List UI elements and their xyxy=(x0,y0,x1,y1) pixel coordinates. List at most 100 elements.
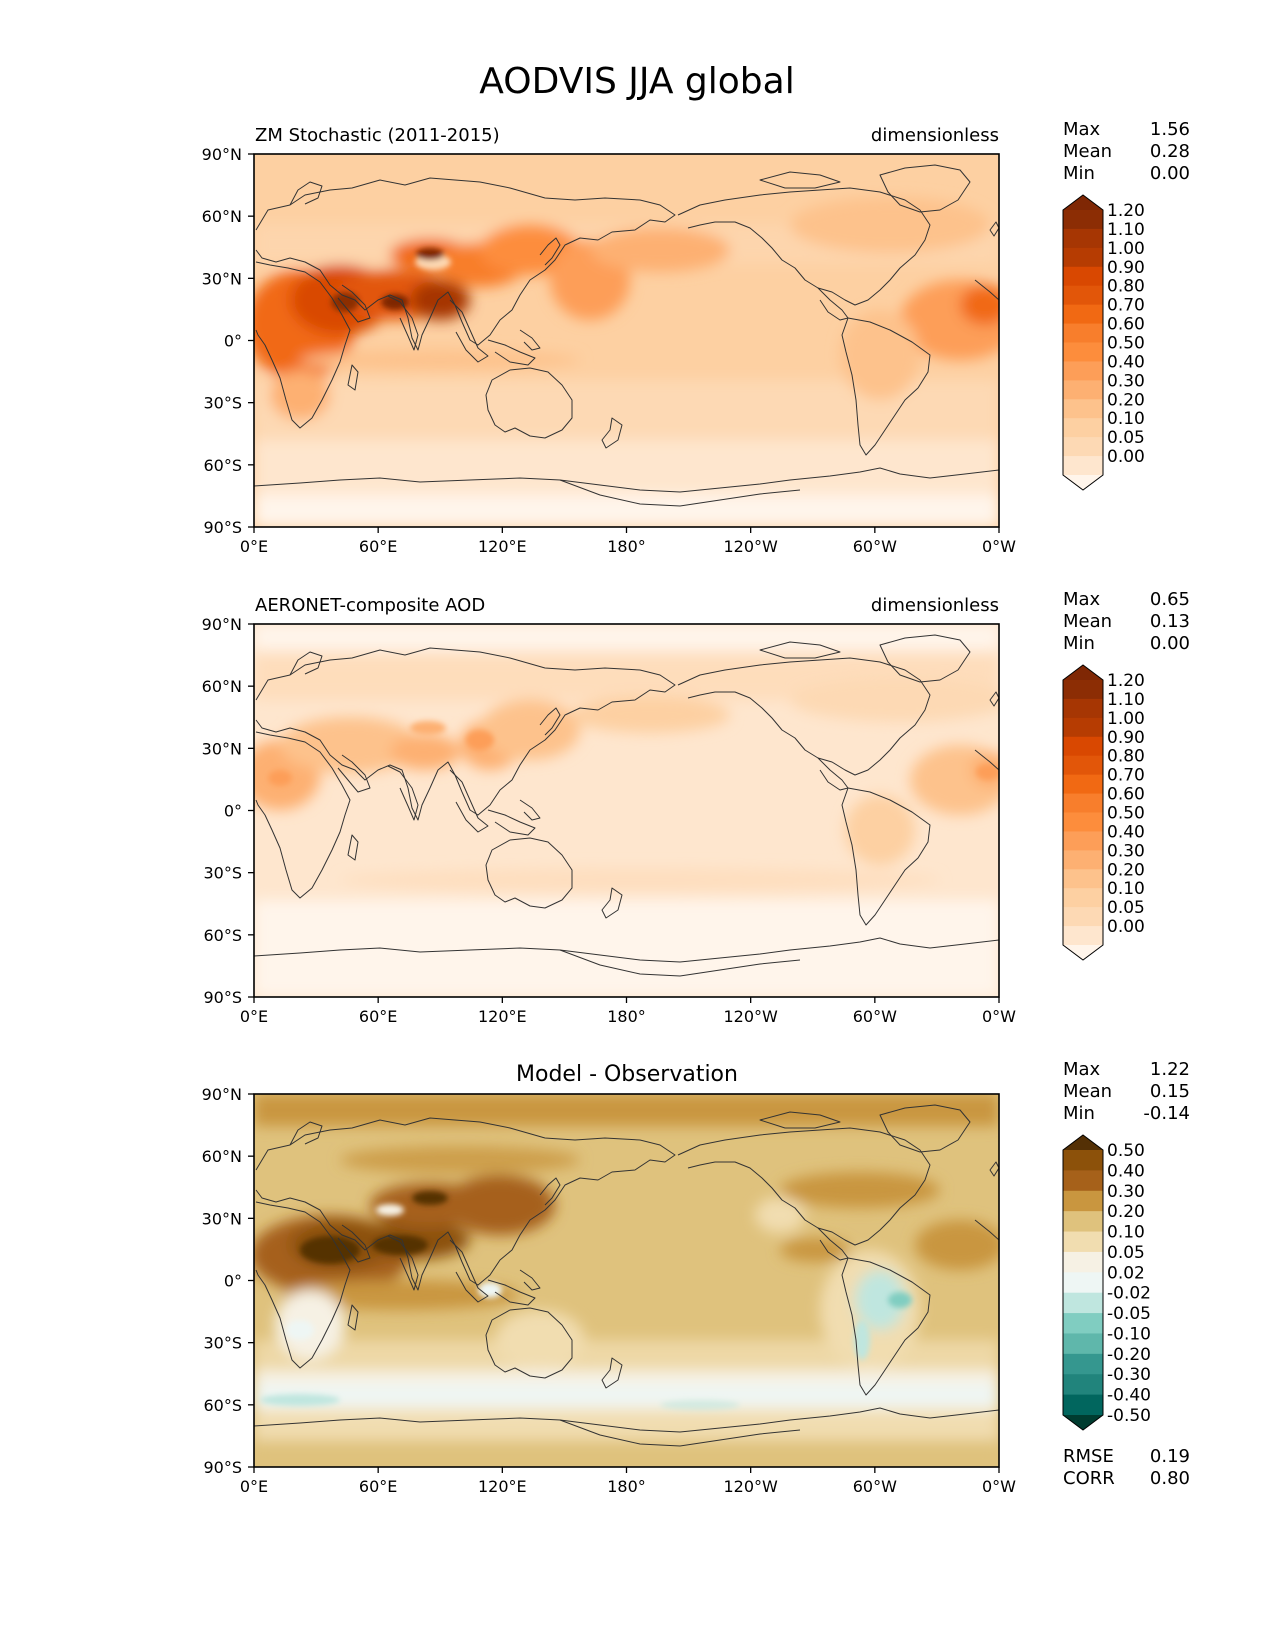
panel-obs-lat-label: 30°S xyxy=(203,864,242,883)
colorbar-tick-label: -0.05 xyxy=(1107,1304,1151,1324)
panel-obs-lon-label: 0°W xyxy=(982,1007,1016,1026)
panel-diff-lon-label: 180° xyxy=(607,1477,646,1496)
panel-diff-mean-label: Mean xyxy=(1063,1081,1112,1102)
panel-model-left-title: ZM Stochastic (2011-2015) xyxy=(255,125,500,146)
panel-obs-lat-label: 0° xyxy=(224,802,242,821)
panel-obs-mean-value: 0.13 xyxy=(1150,611,1190,632)
colorbar-segment xyxy=(1063,698,1103,719)
panel-diff-stats: Max 1.22 Mean 0.15 Min -0.14 xyxy=(1063,1059,1190,1124)
panel-model-map-field xyxy=(254,154,999,527)
colorbar-segment xyxy=(1063,774,1103,795)
colorbar-segment xyxy=(1063,380,1103,400)
panel-obs-lat-label: 30°N xyxy=(202,739,242,758)
panel-model-colorbar: 1.201.101.000.900.800.700.600.500.400.30… xyxy=(1062,194,1145,491)
colorbar-tick-label: 0.10 xyxy=(1107,1223,1145,1243)
panel-diff-lat-label: 0° xyxy=(224,1272,242,1291)
panel-model-lon-label: 180° xyxy=(607,537,646,556)
panel-diff-map-field xyxy=(254,1094,999,1467)
colorbar-tick-label: 0.20 xyxy=(1107,390,1145,410)
colorbar-tick-label: 0.00 xyxy=(1107,447,1145,467)
panel-obs-lat-label: 60°S xyxy=(203,926,242,945)
colorbar-segment xyxy=(1063,1231,1103,1253)
panel-diff-min-label: Min xyxy=(1063,1103,1095,1124)
colorbar-tick-label: 1.00 xyxy=(1107,709,1145,729)
panel-model-min-value: 0.00 xyxy=(1150,163,1190,184)
colorbar-tick-label: 0.05 xyxy=(1107,898,1145,918)
colorbar-tick-label: -0.02 xyxy=(1107,1284,1151,1304)
panel-obs-stats: Max 0.65 Mean 0.13 Min 0.00 xyxy=(1063,589,1190,654)
colorbar-segment xyxy=(1063,399,1103,419)
colorbar-segment xyxy=(1063,831,1103,851)
colorbar-extend-min xyxy=(1063,475,1103,490)
colorbar-tick-label: 0.05 xyxy=(1107,428,1145,448)
colorbar-tick-label: 0.40 xyxy=(1107,1161,1145,1181)
colorbar-segment xyxy=(1063,418,1103,438)
colorbar-segment xyxy=(1063,456,1103,476)
colorbar-segment xyxy=(1063,437,1103,457)
panel-obs-units: dimensionless xyxy=(871,595,999,616)
colorbar-tick-label: 0.90 xyxy=(1107,728,1145,748)
panel-obs-map-field xyxy=(254,624,999,997)
panel-model-stats: Max 1.56 Mean 0.28 Min 0.00 xyxy=(1063,119,1190,184)
panel-obs-lat-label: 90°N xyxy=(202,615,242,634)
panel-diff-lon-label: 60°W xyxy=(853,1477,897,1496)
colorbar-outline xyxy=(1062,1134,1104,1431)
colorbar-segment xyxy=(1063,285,1103,306)
colorbar-segment xyxy=(1063,793,1103,813)
colorbar-tick-label: 0.80 xyxy=(1107,277,1145,297)
colorbar-segment xyxy=(1063,680,1103,700)
panel-model-ticks: 90°N 60°N 30°N 0° 30°S 60°S 90°S0°E 60°E 120°E 18… xyxy=(202,145,1017,556)
panel-model: ZM Stochastic (2011-2015) dimensionless xyxy=(202,119,1190,556)
colorbar-tick-label: 0.70 xyxy=(1107,766,1145,786)
panel-model-mean-label: Mean xyxy=(1063,141,1112,162)
colorbar-tick-label: 0.10 xyxy=(1107,879,1145,899)
panel-diff-lat-label: 90°N xyxy=(202,1085,242,1104)
panel-obs-ticks: 90°N 60°N 30°N 0° 30°S 60°S 90°S0°E 60°E 120°E 18… xyxy=(202,615,1017,1026)
panel-diff-lat-label: 60°S xyxy=(203,1396,242,1415)
colorbar-tick-label: 1.20 xyxy=(1107,671,1145,691)
panel-diff-skill-stats: RMSE 0.19 CORR 0.80 xyxy=(1063,1446,1190,1489)
colorbar-segment xyxy=(1063,926,1103,946)
panel-obs-left-title: AERONET-composite AOD xyxy=(255,595,485,616)
colorbar-tick-label: 0.60 xyxy=(1107,315,1145,335)
panel-diff-lon-label: 0°W xyxy=(982,1477,1016,1496)
colorbar-segment xyxy=(1063,1251,1103,1273)
colorbar-segment xyxy=(1063,869,1103,889)
panel-model-max-label: Max xyxy=(1063,119,1101,140)
panel-obs: AERONET-composite AOD dimensionless xyxy=(202,589,1190,1026)
panel-obs-max-value: 0.65 xyxy=(1150,589,1190,610)
panel-model-lat-label: 30°S xyxy=(203,394,242,413)
colorbar-tick-label: 0.05 xyxy=(1107,1243,1145,1263)
figure-title: AODVIS JJA global xyxy=(479,61,794,102)
panel-diff-mean-value: 0.15 xyxy=(1150,1081,1190,1102)
colorbar-segment xyxy=(1063,736,1103,757)
panel-model-units: dimensionless xyxy=(871,125,999,146)
colorbar-segment xyxy=(1063,266,1103,287)
panel-diff-ticks: 90°N 60°N 30°N 0° 30°S 60°S 90°S0°E 60°E 120°E 18… xyxy=(202,1085,1017,1496)
panel-model-min-label: Min xyxy=(1063,163,1095,184)
panel-obs-lon-label: 60°E xyxy=(359,1007,397,1026)
colorbar-extend-min xyxy=(1063,945,1103,960)
colorbar-tick-label: 0.02 xyxy=(1107,1263,1145,1283)
panel-obs-colorbar: 1.201.101.000.900.800.700.600.500.400.30… xyxy=(1062,664,1145,961)
colorbar-segment xyxy=(1063,1333,1103,1355)
colorbar-tick-label: 0.70 xyxy=(1107,296,1145,316)
panel-diff-lon-label: 60°E xyxy=(359,1477,397,1496)
colorbar-tick-label: 0.40 xyxy=(1107,822,1145,842)
colorbar-tick-label: -0.10 xyxy=(1107,1324,1151,1344)
panel-diff-lon-label: 120°W xyxy=(723,1477,778,1496)
panel-diff-title: Model - Observation xyxy=(516,1062,738,1087)
colorbar-segment xyxy=(1063,361,1103,381)
panel-model-lon-label: 0°W xyxy=(982,537,1016,556)
rmse-value: 0.19 xyxy=(1150,1446,1190,1467)
colorbar-segment xyxy=(1063,1353,1103,1375)
panel-model-lon-label: 60°W xyxy=(853,537,897,556)
panel-obs-max-label: Max xyxy=(1063,589,1101,610)
panel-obs-lat-label: 90°S xyxy=(203,988,242,1007)
colorbar-segment xyxy=(1063,342,1103,362)
colorbar-segment xyxy=(1063,755,1103,776)
panel-model-lon-label: 0°E xyxy=(240,537,268,556)
colorbar-segment xyxy=(1063,1374,1103,1396)
panel-diff-max-label: Max xyxy=(1063,1059,1101,1080)
colorbar-tick-label: 1.10 xyxy=(1107,690,1145,710)
